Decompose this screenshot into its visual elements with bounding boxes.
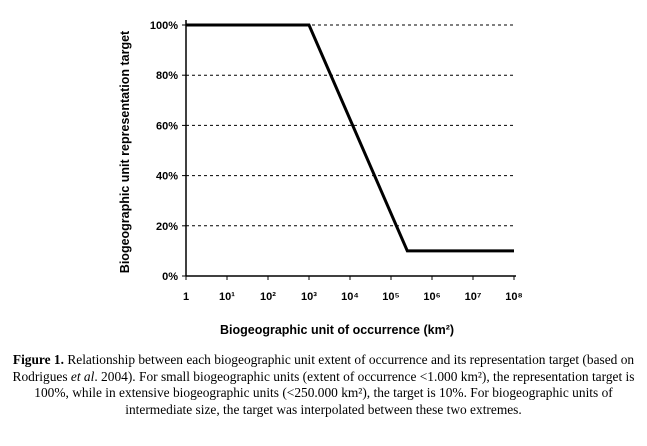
- y-tick-labels: 0% 20% 40% 60% 80% 100%: [150, 20, 178, 283]
- y-tick-label-2: 40%: [156, 171, 178, 183]
- x-axis-label: Biogeographic unit of occurrence (km²): [220, 323, 454, 337]
- y-tick-label-5: 100%: [150, 20, 178, 32]
- series: [186, 23, 514, 253]
- x-tick-label-4: 10⁴: [341, 291, 359, 303]
- caption-text-before: Relationship between each biogeographic …: [12, 352, 635, 384]
- x-tick-label-2: 10²: [260, 291, 276, 303]
- caption-text-after: . 2004). For small biogeographic units (…: [34, 368, 635, 417]
- y-tick-label-1: 20%: [156, 221, 178, 233]
- x-tick-label-3: 10³: [301, 291, 317, 303]
- figure-caption: Figure 1. Relationship between each biog…: [6, 352, 641, 418]
- caption-italic: et al: [70, 368, 95, 384]
- figure-label: Figure 1.: [12, 352, 64, 367]
- y-axis-label: Biogeographic unit representation target: [118, 30, 132, 273]
- axes: [182, 20, 516, 280]
- chart: 1 10¹ 10² 10³ 10⁴ 10⁵ 10⁶ 10⁷ 10⁸ 0% 20% 40% 60% 80%…: [118, 20, 523, 337]
- grid-lines: [186, 24, 514, 227]
- x-tick-label-5: 10⁵: [382, 291, 399, 303]
- y-tick-label-3: 60%: [156, 120, 178, 132]
- y-tick-label-4: 80%: [156, 70, 178, 82]
- y-tick-label-0: 0%: [162, 271, 178, 283]
- x-tick-labels: 1 10¹ 10² 10³ 10⁴ 10⁵ 10⁶ 10⁷ 10⁸: [183, 291, 523, 303]
- x-tick-label-0: 1: [183, 291, 189, 303]
- x-tick-label-1: 10¹: [219, 291, 235, 303]
- series-line-0: [186, 23, 514, 253]
- x-tick-label-8: 10⁸: [505, 291, 522, 303]
- x-tick-label-6: 10⁶: [423, 291, 440, 303]
- x-tick-label-7: 10⁷: [465, 291, 482, 303]
